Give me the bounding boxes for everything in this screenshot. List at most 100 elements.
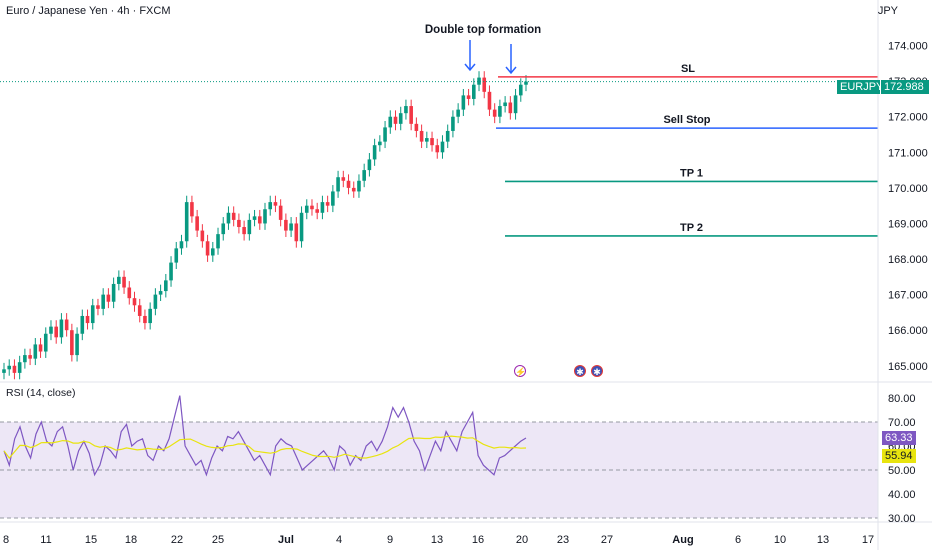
candle-body [205,241,210,256]
price-tick-label: 167.000 [888,290,928,302]
candle-body [64,319,69,331]
price-tick-label: 166.000 [888,325,928,337]
price-tick-label: 174.000 [888,41,928,53]
candle-body [195,216,199,231]
rsi-tick-label: 30.00 [888,513,916,525]
candle-body [398,113,403,124]
last-price-tag: 172.988 [881,80,929,94]
candle-body [190,202,194,217]
candle-body [33,344,38,359]
level-label: Sell Stop [663,114,710,126]
candle-body [351,187,356,192]
candle-body [409,106,413,124]
time-tick-label: 9 [387,534,393,546]
arrow-down-icon [464,63,476,72]
candle-body [216,234,220,249]
candle-body [430,138,434,146]
candle-body [477,77,481,85]
lightning-icon[interactable]: ⚡ [514,365,527,377]
time-tick-label: 4 [336,534,342,546]
rsi-pane [0,395,878,519]
rsi-indicator-title[interactable]: RSI (14, close) [6,387,76,399]
candle-body [7,365,12,370]
candle-body [445,130,450,142]
candle-body [492,109,497,117]
candle-body [96,305,100,309]
time-tick-label: 18 [125,534,137,546]
candle-body [122,276,126,288]
candle-body [404,106,408,114]
candle-body [101,294,105,309]
arrow-down-icon [505,66,517,75]
candle-body [237,219,241,228]
time-tick-label: 20 [516,534,528,546]
candle-body [111,283,116,302]
level-label: TP 2 [680,222,703,234]
time-tick-label: 10 [774,534,786,546]
price-tick-label: 170.000 [888,183,928,195]
candle-body [127,287,132,299]
candle-body [383,127,387,142]
candle-body [75,333,79,356]
candle-body [341,177,346,181]
time-tick-label: Aug [672,534,693,546]
candle-body [221,223,226,235]
candle-body [158,291,163,295]
candle-body [231,212,236,220]
candle-body [117,276,121,284]
rsi-tick-label: 70.00 [888,417,916,429]
level-label: SL [681,63,695,75]
economic-event-icon[interactable]: ✱ [574,365,586,377]
currency-label[interactable]: JPY [877,5,898,17]
price-tick-label: 171.000 [888,147,928,159]
candle-body [440,141,445,153]
economic-event-icon[interactable]: ✱ [591,365,603,377]
annotation-text: Double top formation [425,24,541,36]
candle-body [38,344,43,352]
time-tick-label: 23 [557,534,569,546]
candle-body [362,170,366,181]
time-tick-label: 16 [472,534,484,546]
candle-body [503,102,507,107]
candle-body [320,202,325,213]
price-tick-label: 172.000 [888,112,928,124]
candle-body [419,130,424,142]
candle-body [70,330,74,356]
candle-body [278,205,283,220]
candle-body [54,326,58,338]
candle-body [148,308,152,324]
price-tick-label: 165.000 [888,361,928,373]
candle-body [200,230,205,242]
candle-body [179,241,184,249]
candle-body [143,315,147,324]
rsi-tick-label: 50.00 [888,465,916,477]
candle-body [414,123,419,131]
candle-body [325,202,330,206]
time-tick-label: 13 [431,534,443,546]
candle-body [85,315,90,324]
rsi-ma-line [3,435,527,459]
price-tick-label: 169.000 [888,218,928,230]
candle-body [524,81,528,85]
time-tick-label: 15 [85,534,97,546]
candle-body [456,109,460,117]
rsi-line [3,395,527,477]
candle-body [137,305,142,316]
price-tick-label: 168.000 [888,254,928,266]
time-tick-label: 8 [3,534,9,546]
candle-body [372,145,377,160]
candle-body [346,180,351,188]
candle-body [331,191,335,206]
rsi-value-tag: 63.33 [882,431,916,445]
candle-body [466,95,471,99]
candle-body [513,95,518,114]
candle-body [435,145,440,153]
time-tick-label: 25 [212,534,224,546]
candle-body [482,77,487,92]
time-tick-label: Jul [278,534,294,546]
candle-body [23,355,27,363]
candle-body [284,219,288,231]
candle-body [472,84,476,99]
candle-body [310,205,314,210]
